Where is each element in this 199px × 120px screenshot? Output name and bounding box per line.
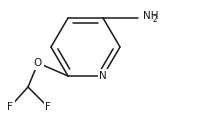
Text: NH: NH: [143, 11, 158, 21]
Text: F: F: [45, 102, 51, 112]
Text: 2: 2: [152, 15, 157, 24]
Text: N: N: [99, 71, 107, 81]
Text: F: F: [7, 102, 13, 112]
Text: O: O: [34, 58, 42, 68]
